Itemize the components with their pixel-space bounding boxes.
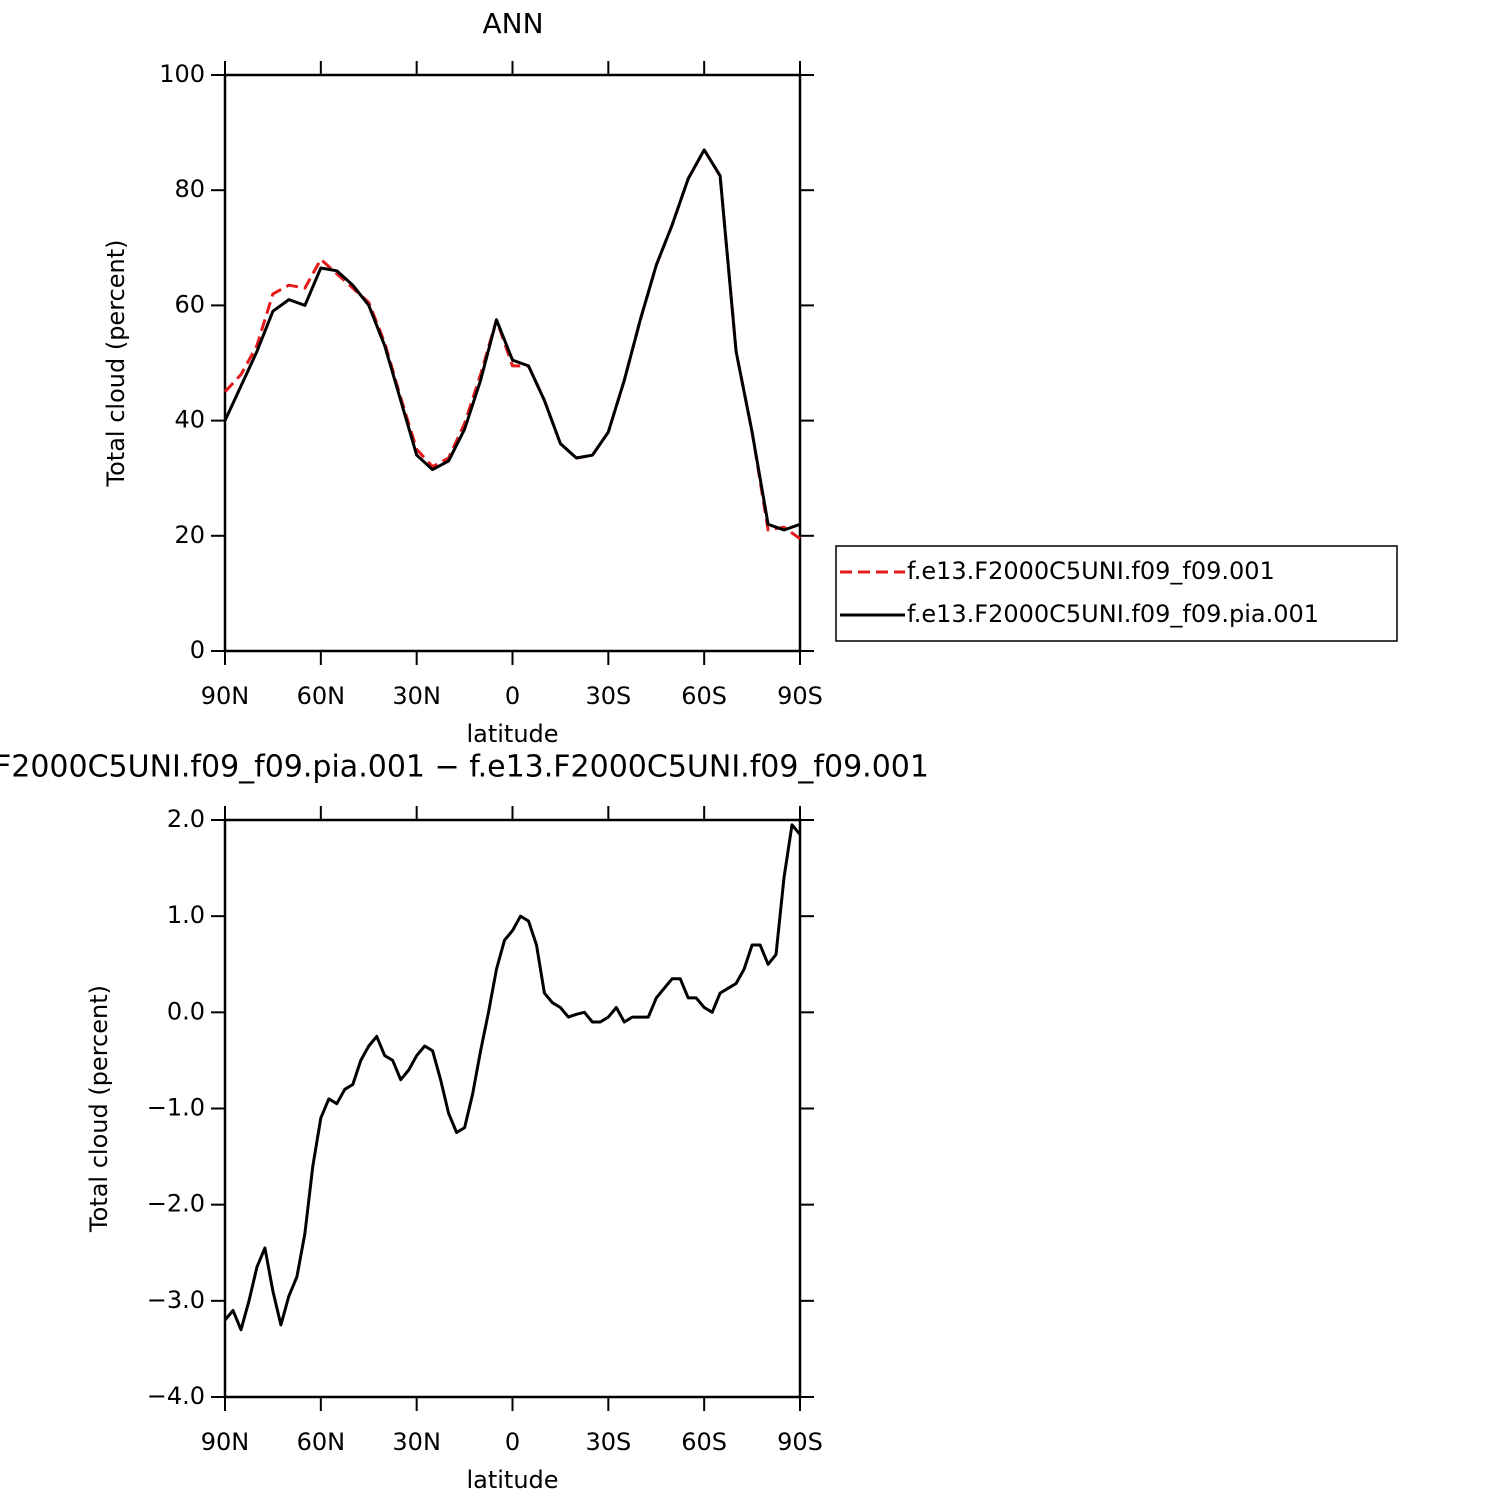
y-axis-label: Total cloud (percent) (102, 240, 130, 488)
y-tick-label: 1.0 (167, 901, 205, 929)
x-tick-label: 90N (201, 1428, 250, 1456)
legend-box (835, 545, 1398, 642)
x-tick-label: 90S (777, 682, 823, 710)
y-tick-label: 2.0 (167, 805, 205, 833)
y-tick-label: −3.0 (147, 1286, 205, 1314)
y-tick-label: 100 (159, 60, 205, 88)
y-tick-label: 0 (190, 636, 205, 664)
plot-frame (223, 73, 802, 653)
x-tick-label: 30N (392, 682, 441, 710)
chart-title: F2000C5UNI.f09_f09.pia.001 − f.e13.F2000… (0, 750, 929, 785)
y-tick-label: 80 (174, 175, 205, 203)
legend-label: f.e13.F2000C5UNI.f09_f09.001 (907, 557, 1275, 585)
x-tick-label: 30S (585, 1428, 631, 1456)
series-line (223, 148, 801, 540)
y-tick-label: 60 (174, 290, 205, 318)
y-tick-label: 0.0 (167, 997, 205, 1025)
x-tick-label: 60S (681, 1428, 727, 1456)
x-tick-label: 60N (297, 682, 346, 710)
series-line (223, 148, 801, 532)
series-line (223, 823, 802, 1332)
x-tick-label: 0 (505, 682, 520, 710)
x-tick-label: 60S (681, 682, 727, 710)
x-axis-label: latitude (466, 720, 558, 748)
y-tick-label: 20 (174, 521, 205, 549)
x-tick-label: 30S (585, 682, 631, 710)
y-tick-label: 40 (174, 406, 205, 434)
x-tick-label: 60N (297, 1428, 346, 1456)
y-tick-label: −4.0 (147, 1382, 205, 1410)
plot-frame (223, 818, 802, 1399)
x-tick-label: 0 (505, 1428, 520, 1456)
x-tick-label: 90S (777, 1428, 823, 1456)
legend: f.e13.F2000C5UNI.f09_f09.001 f.e13.F2000C… (835, 545, 1398, 642)
x-tick-label: 30N (392, 1428, 441, 1456)
y-tick-label: −2.0 (147, 1190, 205, 1218)
y-tick-label: −1.0 (147, 1094, 205, 1122)
chart-title: ANN (482, 7, 543, 40)
x-tick-label: 90N (201, 682, 250, 710)
legend-label: f.e13.F2000C5UNI.f09_f09.pia.001 (907, 600, 1319, 628)
x-axis-label: latitude (466, 1466, 558, 1494)
y-axis-label: Total cloud (percent) (85, 985, 113, 1233)
